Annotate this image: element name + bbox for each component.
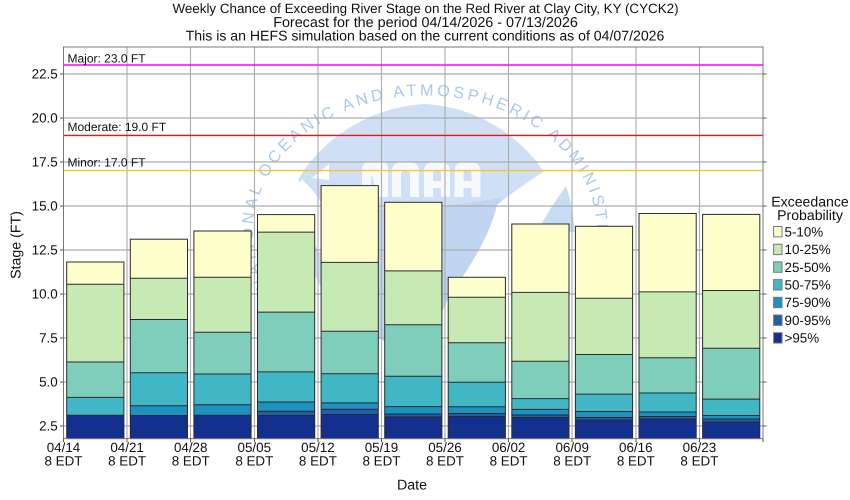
svg-text:06/23: 06/23 bbox=[683, 440, 717, 455]
svg-text:8 EDT: 8 EDT bbox=[299, 454, 337, 469]
svg-text:5.0: 5.0 bbox=[39, 374, 58, 389]
svg-text:8 EDT: 8 EDT bbox=[617, 454, 655, 469]
svg-text:04/14: 04/14 bbox=[47, 440, 81, 455]
svg-text:Weekly Chance of Exceeding Riv: Weekly Chance of Exceeding River Stage o… bbox=[172, 1, 678, 16]
svg-text:8 EDT: 8 EDT bbox=[45, 454, 83, 469]
svg-text:05/12: 05/12 bbox=[301, 440, 335, 455]
svg-text:05/26: 05/26 bbox=[428, 440, 462, 455]
svg-text:Forecast for the period 04/14/: Forecast for the period 04/14/2026 - 07/… bbox=[273, 15, 578, 31]
svg-text:05/05: 05/05 bbox=[238, 440, 272, 455]
svg-text:20.0: 20.0 bbox=[32, 110, 58, 125]
svg-text:8 EDT: 8 EDT bbox=[172, 454, 210, 469]
svg-text:75-90%: 75-90% bbox=[785, 295, 831, 310]
svg-text:8 EDT: 8 EDT bbox=[108, 454, 146, 469]
svg-text:7.5: 7.5 bbox=[39, 330, 58, 345]
svg-text:Stage (FT): Stage (FT) bbox=[9, 211, 25, 279]
svg-text:50-75%: 50-75% bbox=[785, 278, 831, 293]
svg-text:04/28: 04/28 bbox=[174, 440, 208, 455]
svg-text:04/21: 04/21 bbox=[110, 440, 144, 455]
svg-text:Minor: 17.0 FT: Minor: 17.0 FT bbox=[68, 155, 147, 169]
svg-text:8 EDT: 8 EDT bbox=[363, 454, 401, 469]
svg-text:>95%: >95% bbox=[785, 331, 820, 346]
svg-text:Moderate: 19.0 FT: Moderate: 19.0 FT bbox=[68, 120, 167, 134]
svg-text:22.5: 22.5 bbox=[32, 66, 58, 81]
svg-text:17.5: 17.5 bbox=[32, 154, 58, 169]
svg-text:Exceedance: Exceedance bbox=[771, 193, 849, 209]
svg-text:10-25%: 10-25% bbox=[785, 242, 831, 257]
svg-text:8 EDT: 8 EDT bbox=[680, 454, 718, 469]
svg-text:06/02: 06/02 bbox=[492, 440, 526, 455]
svg-text:06/09: 06/09 bbox=[555, 440, 589, 455]
svg-text:2.5: 2.5 bbox=[39, 418, 58, 433]
svg-text:Major: 23.0 FT: Major: 23.0 FT bbox=[68, 51, 147, 65]
svg-text:05/19: 05/19 bbox=[365, 440, 399, 455]
svg-text:06/16: 06/16 bbox=[619, 440, 653, 455]
svg-text:8 EDT: 8 EDT bbox=[553, 454, 591, 469]
svg-text:25-50%: 25-50% bbox=[785, 260, 831, 275]
svg-text:8 EDT: 8 EDT bbox=[235, 454, 273, 469]
svg-text:Date: Date bbox=[397, 478, 427, 494]
svg-text:90-95%: 90-95% bbox=[785, 313, 831, 328]
svg-text:8 EDT: 8 EDT bbox=[426, 454, 464, 469]
svg-text:8 EDT: 8 EDT bbox=[490, 454, 528, 469]
svg-text:15.0: 15.0 bbox=[32, 198, 58, 213]
svg-text:5-10%: 5-10% bbox=[785, 224, 824, 239]
svg-text:This is an HEFS simulation bas: This is an HEFS simulation based on the … bbox=[186, 28, 665, 44]
svg-text:10.0: 10.0 bbox=[32, 286, 58, 301]
svg-text:Probability: Probability bbox=[777, 207, 844, 223]
svg-text:12.5: 12.5 bbox=[32, 242, 58, 257]
